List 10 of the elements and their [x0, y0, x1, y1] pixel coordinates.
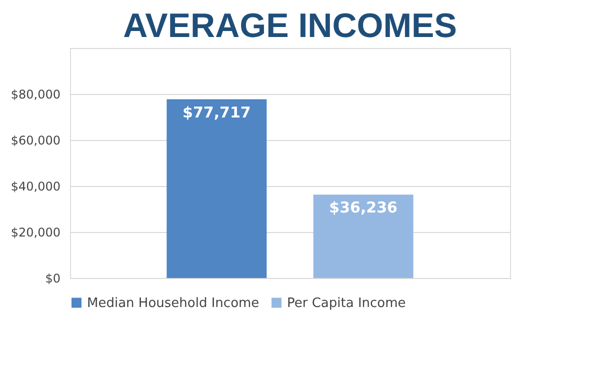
- legend-label: Per Capita Income: [287, 296, 406, 311]
- legend-label: Median Household Income: [87, 296, 260, 311]
- y-tick-label: $40,000: [10, 180, 60, 194]
- data-label: $77,717: [182, 103, 251, 122]
- chart-title: AVERAGE INCOMES: [123, 7, 457, 45]
- y-tick-label: $0: [45, 272, 60, 286]
- y-tick-label: $60,000: [10, 134, 60, 148]
- y-tick-label: $20,000: [10, 226, 60, 240]
- y-tick-label: $80,000: [10, 88, 60, 102]
- data-label: $36,236: [329, 198, 398, 217]
